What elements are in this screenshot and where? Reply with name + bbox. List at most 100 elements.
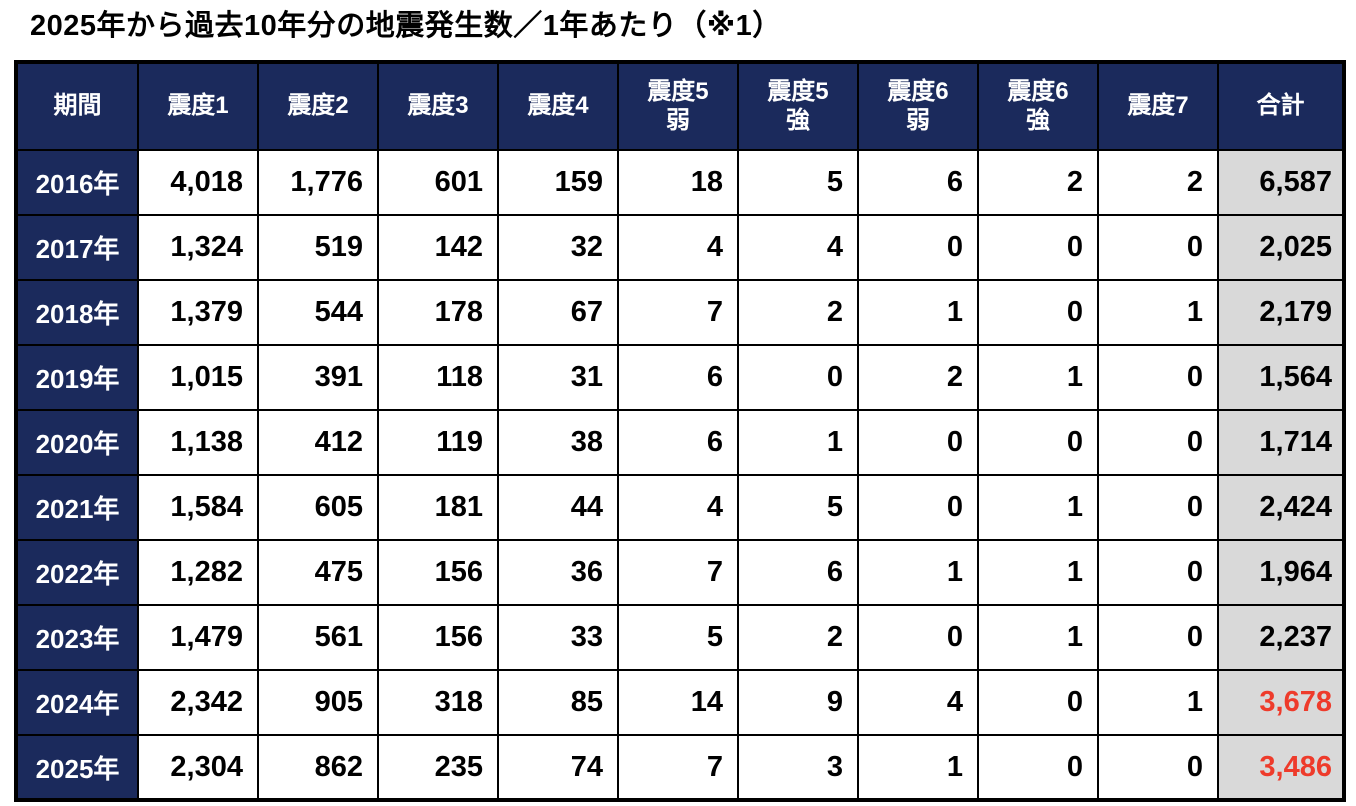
count-cell: 156 <box>377 539 499 606</box>
column-header-4: 震度4 <box>497 61 619 151</box>
total-cell-highlighted: 3,486 <box>1217 734 1345 801</box>
count-cell: 74 <box>497 734 619 801</box>
count-cell: 33 <box>497 604 619 671</box>
count-cell: 142 <box>377 214 499 281</box>
count-cell: 1 <box>1097 669 1219 736</box>
count-cell: 601 <box>377 149 499 216</box>
count-cell: 561 <box>257 604 379 671</box>
table-row: 2016年 4,018 1,776 601 159 18 5 6 2 2 6,587 <box>15 149 1345 216</box>
count-cell: 519 <box>257 214 379 281</box>
count-cell: 0 <box>857 604 979 671</box>
count-cell: 0 <box>1097 409 1219 476</box>
total-cell-highlighted: 3,678 <box>1217 669 1345 736</box>
count-cell: 7 <box>617 279 739 346</box>
count-cell: 5 <box>737 149 859 216</box>
count-cell: 0 <box>857 474 979 541</box>
count-cell: 2 <box>1097 149 1219 216</box>
count-cell: 4 <box>617 474 739 541</box>
count-cell: 318 <box>377 669 499 736</box>
count-cell: 0 <box>857 214 979 281</box>
count-cell: 156 <box>377 604 499 671</box>
count-cell: 0 <box>1097 344 1219 411</box>
column-header-9: 震度7 <box>1097 61 1219 151</box>
total-cell: 1,714 <box>1217 409 1345 476</box>
count-cell: 119 <box>377 409 499 476</box>
page-title: 2025年から過去10年分の地震発生数／1年あたり（※1） <box>30 10 782 42</box>
count-cell: 2 <box>977 149 1099 216</box>
count-cell: 0 <box>977 669 1099 736</box>
table-row: 2020年 1,138 412 119 38 6 1 0 0 0 1,714 <box>15 409 1345 476</box>
column-header-0: 期間 <box>15 61 139 151</box>
table-row: 2018年 1,379 544 178 67 7 2 1 0 1 2,179 <box>15 279 1345 346</box>
total-cell: 6,587 <box>1217 149 1345 216</box>
count-cell: 1 <box>857 279 979 346</box>
count-cell: 1,282 <box>137 539 259 606</box>
period-cell: 2023年 <box>15 604 139 671</box>
count-cell: 0 <box>737 344 859 411</box>
count-cell: 0 <box>1097 734 1219 801</box>
count-cell: 159 <box>497 149 619 216</box>
count-cell: 1,138 <box>137 409 259 476</box>
count-cell: 4 <box>617 214 739 281</box>
total-cell: 2,237 <box>1217 604 1345 671</box>
table-row: 2021年 1,584 605 181 44 4 5 0 1 0 2,424 <box>15 474 1345 541</box>
period-cell: 2016年 <box>15 149 139 216</box>
count-cell: 6 <box>617 409 739 476</box>
count-cell: 905 <box>257 669 379 736</box>
count-cell: 0 <box>857 409 979 476</box>
count-cell: 7 <box>617 539 739 606</box>
count-cell: 1,324 <box>137 214 259 281</box>
count-cell: 9 <box>737 669 859 736</box>
period-cell: 2017年 <box>15 214 139 281</box>
count-cell: 178 <box>377 279 499 346</box>
period-cell: 2021年 <box>15 474 139 541</box>
count-cell: 67 <box>497 279 619 346</box>
total-cell: 2,179 <box>1217 279 1345 346</box>
count-cell: 38 <box>497 409 619 476</box>
count-cell: 1 <box>1097 279 1219 346</box>
count-cell: 2,342 <box>137 669 259 736</box>
count-cell: 1 <box>977 539 1099 606</box>
total-cell: 1,964 <box>1217 539 1345 606</box>
count-cell: 181 <box>377 474 499 541</box>
count-cell: 0 <box>977 214 1099 281</box>
table-row: 2024年 2,342 905 318 85 14 9 4 0 1 3,678 <box>15 669 1345 736</box>
count-cell: 0 <box>977 734 1099 801</box>
period-cell: 2020年 <box>15 409 139 476</box>
table-body: 2016年 4,018 1,776 601 159 18 5 6 2 2 6,587 2017年 1,3… <box>15 149 1345 801</box>
count-cell: 412 <box>257 409 379 476</box>
count-cell: 3 <box>737 734 859 801</box>
count-cell: 31 <box>497 344 619 411</box>
count-cell: 475 <box>257 539 379 606</box>
count-cell: 2,304 <box>137 734 259 801</box>
count-cell: 44 <box>497 474 619 541</box>
count-cell: 1,584 <box>137 474 259 541</box>
count-cell: 1 <box>737 409 859 476</box>
count-cell: 6 <box>857 149 979 216</box>
period-cell: 2019年 <box>15 344 139 411</box>
count-cell: 36 <box>497 539 619 606</box>
table-row: 2022年 1,282 475 156 36 7 6 1 1 0 1,964 <box>15 539 1345 606</box>
count-cell: 1 <box>977 344 1099 411</box>
column-header-10: 合計 <box>1217 61 1345 151</box>
count-cell: 0 <box>1097 604 1219 671</box>
table-row: 2017年 1,324 519 142 32 4 4 0 0 0 2,025 <box>15 214 1345 281</box>
count-cell: 235 <box>377 734 499 801</box>
table-header: 期間 震度1 震度2 震度3 震度4 震度5 弱震度5 強震度6 弱震度6 強震度7 合計 <box>15 61 1345 151</box>
count-cell: 0 <box>1097 214 1219 281</box>
count-cell: 605 <box>257 474 379 541</box>
total-cell: 1,564 <box>1217 344 1345 411</box>
column-header-2: 震度2 <box>257 61 379 151</box>
count-cell: 391 <box>257 344 379 411</box>
count-cell: 0 <box>977 279 1099 346</box>
header-row: 期間 震度1 震度2 震度3 震度4 震度5 弱震度5 強震度6 弱震度6 強震度7 合計 <box>15 61 1345 151</box>
column-header-1: 震度1 <box>137 61 259 151</box>
count-cell: 544 <box>257 279 379 346</box>
period-cell: 2024年 <box>15 669 139 736</box>
column-header-3: 震度3 <box>377 61 499 151</box>
count-cell: 1,015 <box>137 344 259 411</box>
count-cell: 14 <box>617 669 739 736</box>
count-cell: 2 <box>857 344 979 411</box>
count-cell: 0 <box>977 409 1099 476</box>
